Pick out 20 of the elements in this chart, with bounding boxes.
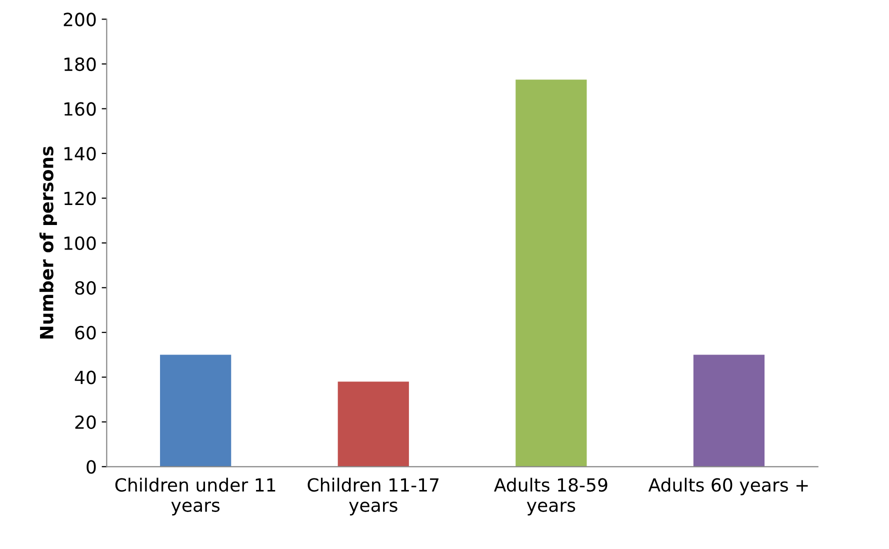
bar	[160, 354, 232, 467]
y-tick-label: 80	[75, 281, 96, 295]
y-tick-label: 20	[75, 415, 96, 430]
y-axis-title: Number of persons	[39, 146, 57, 339]
x-tick-label: Children under 11 years	[115, 478, 276, 516]
y-tick-label: 120	[64, 192, 96, 206]
y-tick-label: 160	[64, 102, 96, 116]
y-tick-label: 180	[64, 57, 96, 72]
bar	[693, 354, 765, 467]
y-tick-label: 200	[64, 12, 96, 26]
bar	[516, 80, 587, 467]
x-tick-label: Children 11-17 years	[308, 478, 438, 516]
y-tick-label: 140	[64, 146, 96, 161]
x-tick-label: Adults 18-59 years	[494, 478, 608, 516]
bar	[338, 382, 409, 467]
x-tick-label: Adults 60 years +	[648, 478, 808, 496]
y-tick-label: 40	[74, 370, 96, 384]
y-tick-label: 0	[86, 460, 96, 474]
y-tick-label: 60	[75, 326, 96, 340]
y-tick-label: 100	[64, 236, 96, 250]
